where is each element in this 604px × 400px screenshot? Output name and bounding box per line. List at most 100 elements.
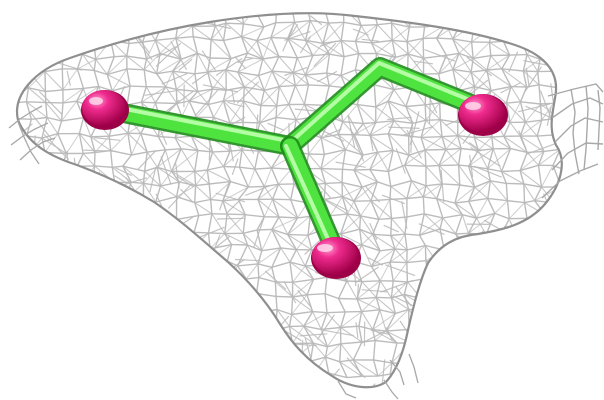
mesh-strand — [229, 100, 245, 124]
mesh-strand — [45, 89, 63, 93]
mesh-strand — [377, 373, 391, 377]
mesh-strand — [509, 101, 521, 123]
mesh-strand — [17, 21, 32, 27]
mesh-strand — [191, 13, 194, 27]
mesh-strand — [66, 70, 71, 86]
mesh-strand — [156, 218, 177, 230]
mesh-strand — [62, 87, 84, 91]
mesh-strand — [188, 318, 195, 336]
mesh-strand — [405, 104, 426, 108]
mesh-strand — [507, 245, 523, 249]
mesh-strand — [490, 13, 494, 28]
mesh-strand — [539, 90, 552, 119]
mesh-strand — [404, 149, 426, 166]
mesh-strand — [26, 197, 46, 204]
mesh-strand — [323, 198, 349, 212]
mesh-strand — [359, 215, 362, 230]
mesh-strand — [504, 7, 519, 12]
mesh-strand — [8, 5, 11, 22]
mesh-strand — [263, 340, 281, 347]
mesh-strand — [409, 331, 426, 344]
mesh-strand — [57, 216, 80, 232]
mesh-strand — [508, 326, 523, 329]
mesh-strand — [322, 22, 330, 44]
mesh-strand — [471, 261, 489, 268]
mesh-strand — [538, 295, 544, 311]
mesh-strand — [57, 133, 68, 154]
mesh-strand — [194, 53, 199, 74]
mesh-strand — [472, 57, 488, 71]
mesh-strand — [534, 310, 544, 326]
mesh-strand — [95, 276, 115, 279]
mesh-strand — [113, 194, 132, 211]
mesh-strand — [270, 22, 277, 38]
mesh-strand — [222, 200, 246, 216]
mesh-strand — [23, 282, 35, 300]
mesh-strand — [271, 198, 280, 218]
mesh-strand — [435, 312, 460, 326]
mesh-strand — [370, 250, 381, 267]
mesh-strand — [128, 308, 140, 327]
mesh-strand — [17, 359, 30, 362]
mesh-strand — [507, 294, 519, 316]
mesh-strand — [44, 197, 64, 216]
mesh-strand — [394, 248, 408, 263]
mesh-strand — [142, 328, 173, 349]
mesh-strand — [572, 185, 584, 203]
mesh-strand — [425, 356, 443, 362]
mesh-strand — [113, 372, 146, 383]
mesh-strand — [342, 186, 363, 198]
mesh-strand — [72, 202, 80, 218]
mesh-strand — [468, 165, 491, 182]
mesh-strand — [264, 270, 287, 290]
mesh-strand — [458, 357, 461, 374]
mesh-strand — [143, 58, 148, 70]
bond-lower-arm-core — [282, 138, 345, 263]
mesh-strand — [141, 14, 163, 17]
mesh-strand — [424, 213, 443, 219]
mesh-strand — [28, 357, 46, 362]
mesh-strand — [207, 165, 224, 171]
mesh-strand — [477, 136, 493, 151]
mesh-strand — [458, 312, 474, 330]
mesh-strand — [424, 330, 447, 346]
mesh-strand — [92, 200, 97, 215]
mesh-strand — [173, 361, 199, 378]
mesh-strand — [111, 68, 128, 92]
mesh-strand — [372, 233, 396, 250]
mesh-strand — [71, 246, 79, 266]
mesh-strand — [17, 310, 31, 314]
mesh-strand — [142, 171, 146, 184]
mesh-strand — [577, 315, 593, 316]
mesh-strand — [474, 86, 492, 92]
mesh-strand — [295, 84, 309, 87]
mesh-strand — [392, 39, 408, 43]
mesh-strand — [371, 13, 379, 25]
mesh-strand — [110, 21, 113, 41]
mesh-strand — [192, 329, 196, 341]
mesh-strand — [17, 199, 27, 204]
mesh-strand — [46, 116, 62, 122]
mesh-strand — [424, 357, 427, 379]
mesh-strand — [355, 24, 378, 42]
mesh-strand — [194, 298, 212, 311]
mesh-strand — [326, 72, 330, 87]
mesh-strand — [540, 261, 561, 282]
mesh-strand — [241, 5, 254, 8]
mesh-strand — [17, 52, 32, 57]
mesh-strand — [147, 25, 163, 29]
mesh-strand — [194, 169, 208, 173]
mesh-strand — [113, 277, 128, 283]
mesh-strand — [30, 13, 43, 26]
mesh-strand — [524, 121, 538, 137]
mesh-strand — [72, 276, 78, 300]
mesh-strand — [375, 100, 389, 108]
mesh-strand — [174, 278, 183, 296]
mesh-strand — [436, 183, 443, 199]
mesh-strand — [72, 200, 93, 204]
mesh-strand — [109, 13, 128, 25]
mesh-strand — [60, 39, 73, 44]
mesh-strand — [439, 102, 441, 120]
mesh-strand — [197, 52, 211, 59]
mesh-strand — [212, 342, 229, 361]
